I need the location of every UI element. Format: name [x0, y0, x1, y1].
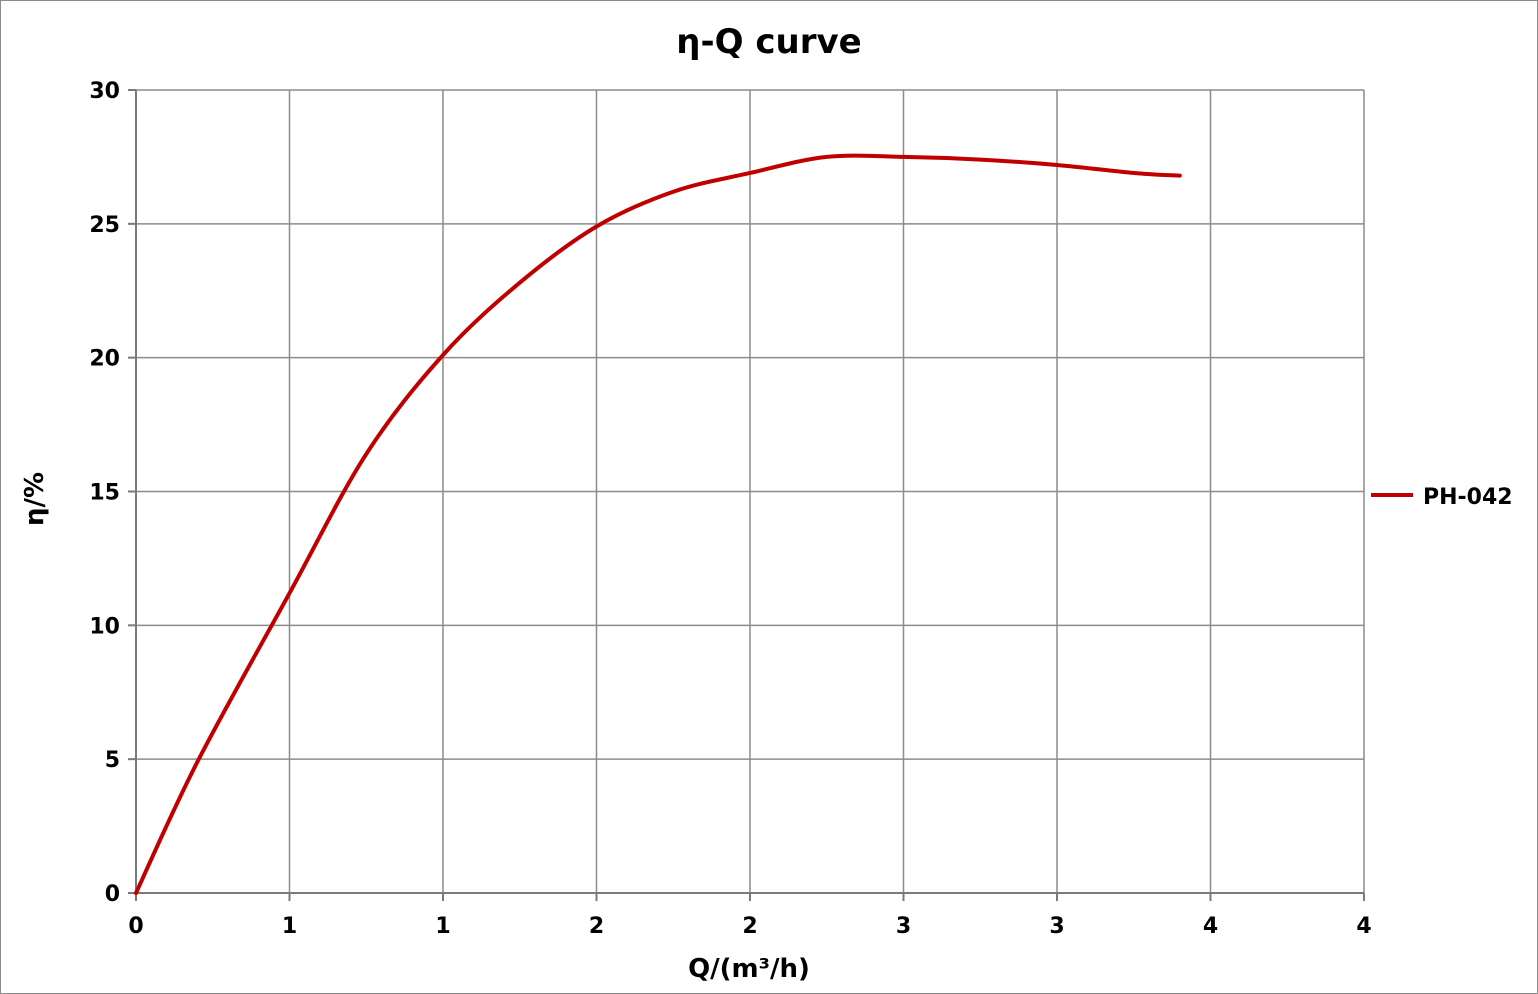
y-tick-label: 0	[105, 882, 120, 907]
y-tick-label: 10	[89, 614, 120, 639]
x-tick-label: 2	[742, 914, 757, 939]
chart-title: η-Q curve	[676, 22, 861, 62]
x-tick-label: 2	[589, 914, 604, 939]
y-tick-label: 30	[89, 79, 120, 104]
legend: PH-042	[1371, 485, 1513, 510]
y-tick-label: 25	[89, 213, 120, 238]
x-tick-label: 4	[1356, 914, 1371, 939]
grid	[136, 89, 1365, 893]
series-line-ph-042	[134, 153, 1182, 895]
y-tick-labels: 0 5 10 15 20 25 30	[89, 79, 120, 907]
y-tick-label: 5	[105, 748, 120, 773]
x-tick-labels: 0 1 1 2 2 3 3 4 4	[128, 914, 1371, 939]
x-tick-label: 3	[896, 914, 911, 939]
x-axis-label: Q/(m³/h)	[688, 954, 810, 984]
y-axis-label: η/%	[20, 472, 50, 526]
x-tick-label: 0	[128, 914, 143, 939]
x-tick-label: 1	[282, 914, 297, 939]
x-tick-label: 4	[1203, 914, 1218, 939]
y-tick-label: 20	[89, 347, 120, 372]
axes	[128, 89, 1365, 901]
legend-label-ph-042: PH-042	[1423, 485, 1513, 510]
y-tick-label: 15	[89, 481, 120, 506]
x-tick-label: 3	[1049, 914, 1064, 939]
x-tick-label: 1	[435, 914, 450, 939]
series-group	[134, 153, 1182, 895]
